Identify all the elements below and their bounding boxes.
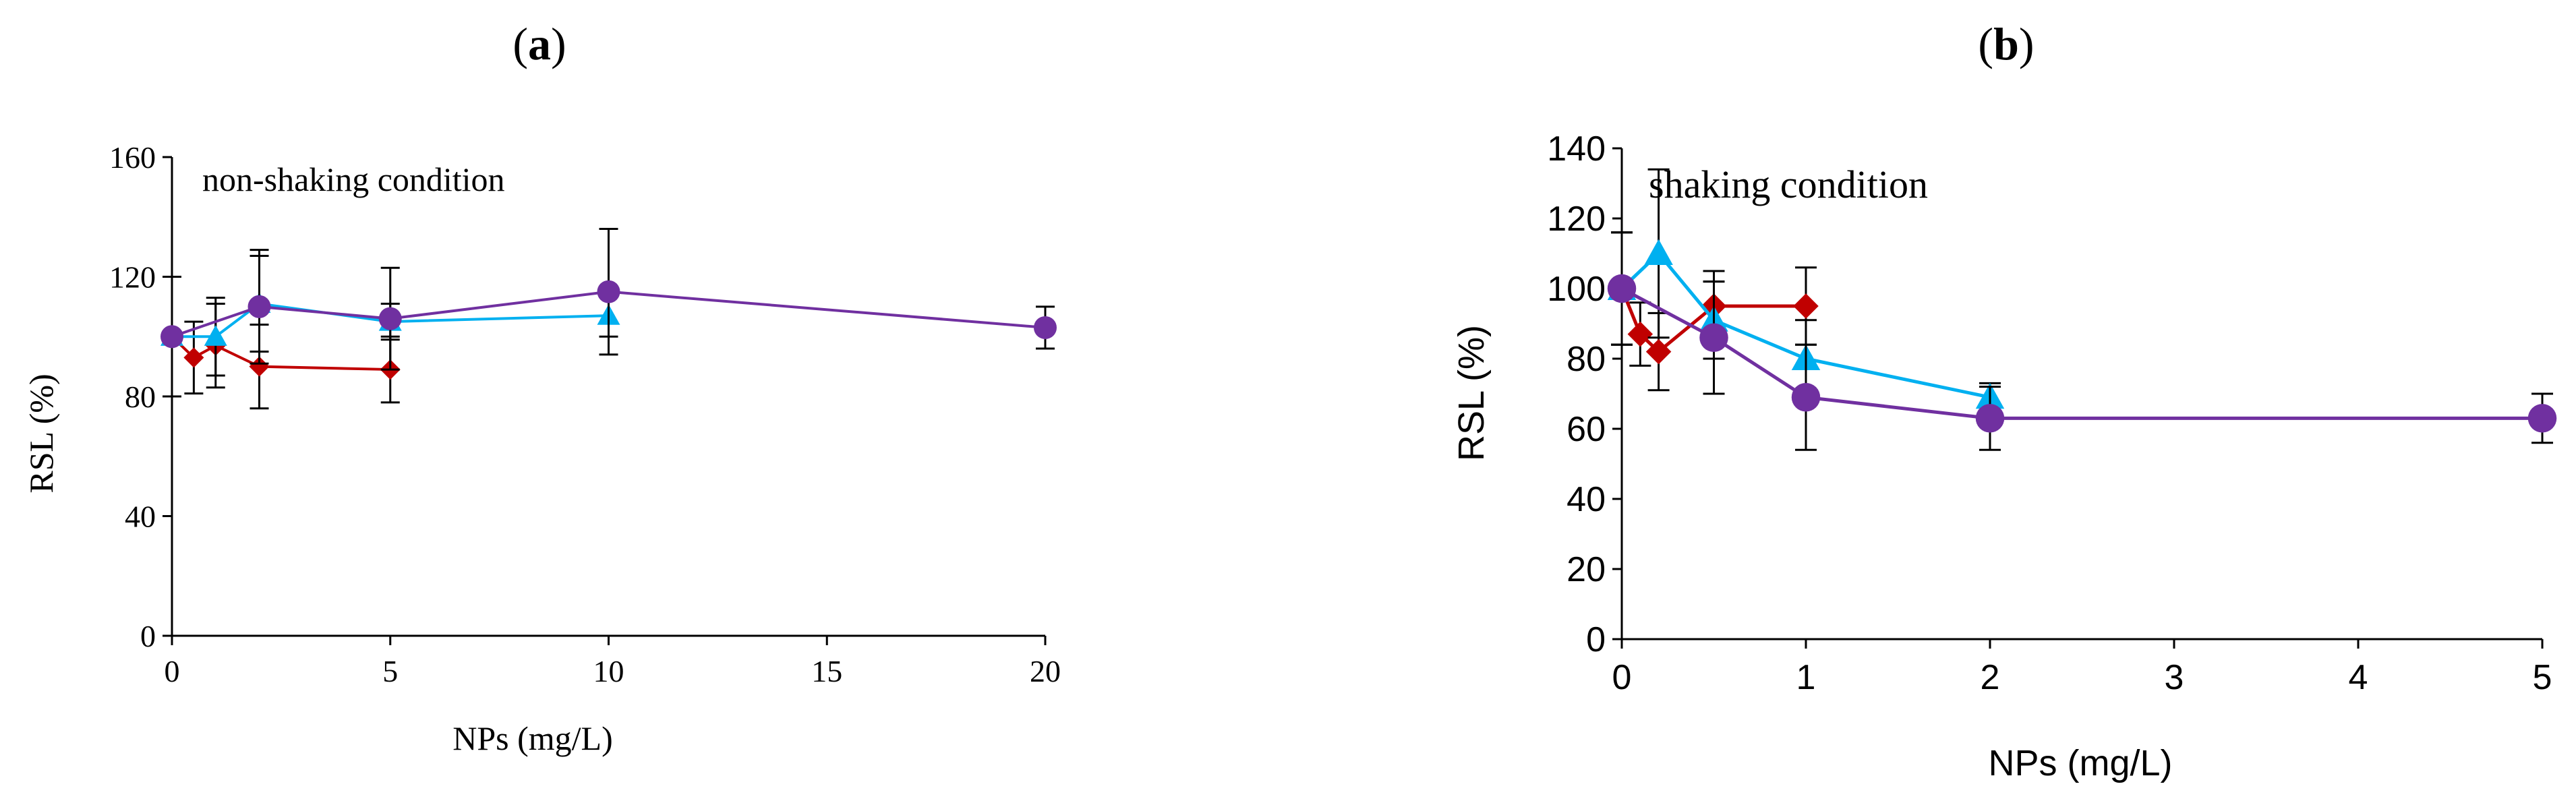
panel-a-x-tick-label: 15 [811,654,842,688]
panel-b-x-axis-label: NPs (mg/L) [1988,743,2172,783]
panel-a-x-tick-label: 10 [593,654,624,688]
panel-b-series-nio [1607,231,2557,451]
panel-b-axes: 0 20 40 60 80 100 120 140 0 1 2 3 4 5 [1547,129,2552,697]
chart-panel-b: (b) 0 20 40 60 80 100 120 140 0 1 2 3 4 5 shaking con… [1451,18,2557,783]
panel-b-nio-point [1791,382,1821,412]
panel-a-series-cuo [162,276,401,410]
panel-a-x-axis-label: NPs (mg/L) [452,719,613,757]
panel-a-y-axis-label: RSL (%) [22,374,60,493]
panel-b-x-tick-label: 0 [1612,658,1632,697]
panel-a-nio-point [378,307,402,330]
panel-b-label: (b) [1978,18,2034,69]
panel-b-nio-point [1607,274,1637,303]
panel-a-x-tick-label: 5 [382,654,398,688]
panel-a-nio-point [597,280,620,303]
panel-a-nio-point [247,295,271,318]
panel-b-zno-point [1644,239,1673,265]
panel-b-x-tick-label: 4 [2349,658,2368,697]
panel-a-series [160,228,1057,410]
panel-b-series [1607,168,2557,451]
panel-a-zno-point [204,325,227,346]
panel-b-nio-line [1620,287,2542,420]
panel-b-cuo-point [1793,293,1819,319]
panel-a-label: (a) [513,18,566,69]
panel-a-y-tick-label: 80 [125,380,156,414]
panel-a-x-tick-label: 20 [1030,654,1061,688]
panel-b-y-tick-label: 20 [1567,550,1606,589]
panel-b-y-tick-label: 60 [1567,410,1606,449]
panel-b-y-tick-label: 120 [1547,200,1606,239]
panel-a-nio-point [160,325,183,349]
panel-a-x-tick-label: 0 [165,654,180,688]
panel-b-y-tick-label: 40 [1567,480,1606,519]
panel-a-cuo-point [249,356,270,377]
panel-a-cuo-line [171,335,390,371]
panel-b-nio-point [2527,404,2557,433]
panel-a-axes: 0 40 80 120 160 0 5 10 15 20 [109,140,1061,688]
panel-b-x-tick-label: 3 [2165,658,2184,697]
panel-b-x-tick-label: 5 [2533,658,2552,697]
panel-a-y-tick-label: 160 [109,140,156,175]
panel-b-y-tick-label: 140 [1547,129,1606,169]
panel-a-y-tick-label: 0 [140,619,156,653]
panel-b-y-tick-label: 0 [1586,620,1606,659]
panel-b-y-tick-label: 100 [1547,270,1606,309]
panel-b-x-tick-label: 2 [1981,658,2000,697]
panel-b-y-axis-label: RSL (%) [1451,325,1492,461]
panel-b-nio-point [1699,323,1728,353]
panel-b-x-tick-label: 1 [1796,658,1816,697]
panel-b-cuo-point [1645,338,1672,365]
panel-a-nio-point [1034,316,1057,339]
panel-b-cuo-point [1627,321,1653,347]
panel-b-nio-point [1975,404,2005,433]
panel-a-annotation: non-shaking condition [202,160,505,198]
panel-a-cuo-point [183,347,204,368]
chart-panel-a: (a) 0 40 80 120 160 0 5 10 15 20 non-shaking cond… [22,18,1061,757]
panel-a-y-tick-label: 40 [125,500,156,534]
panel-a-y-tick-label: 120 [109,260,156,295]
panel-a-series-nio [160,228,1057,398]
panel-b-annotation: shaking condition [1649,162,1928,206]
panel-b-y-tick-label: 80 [1567,340,1606,379]
